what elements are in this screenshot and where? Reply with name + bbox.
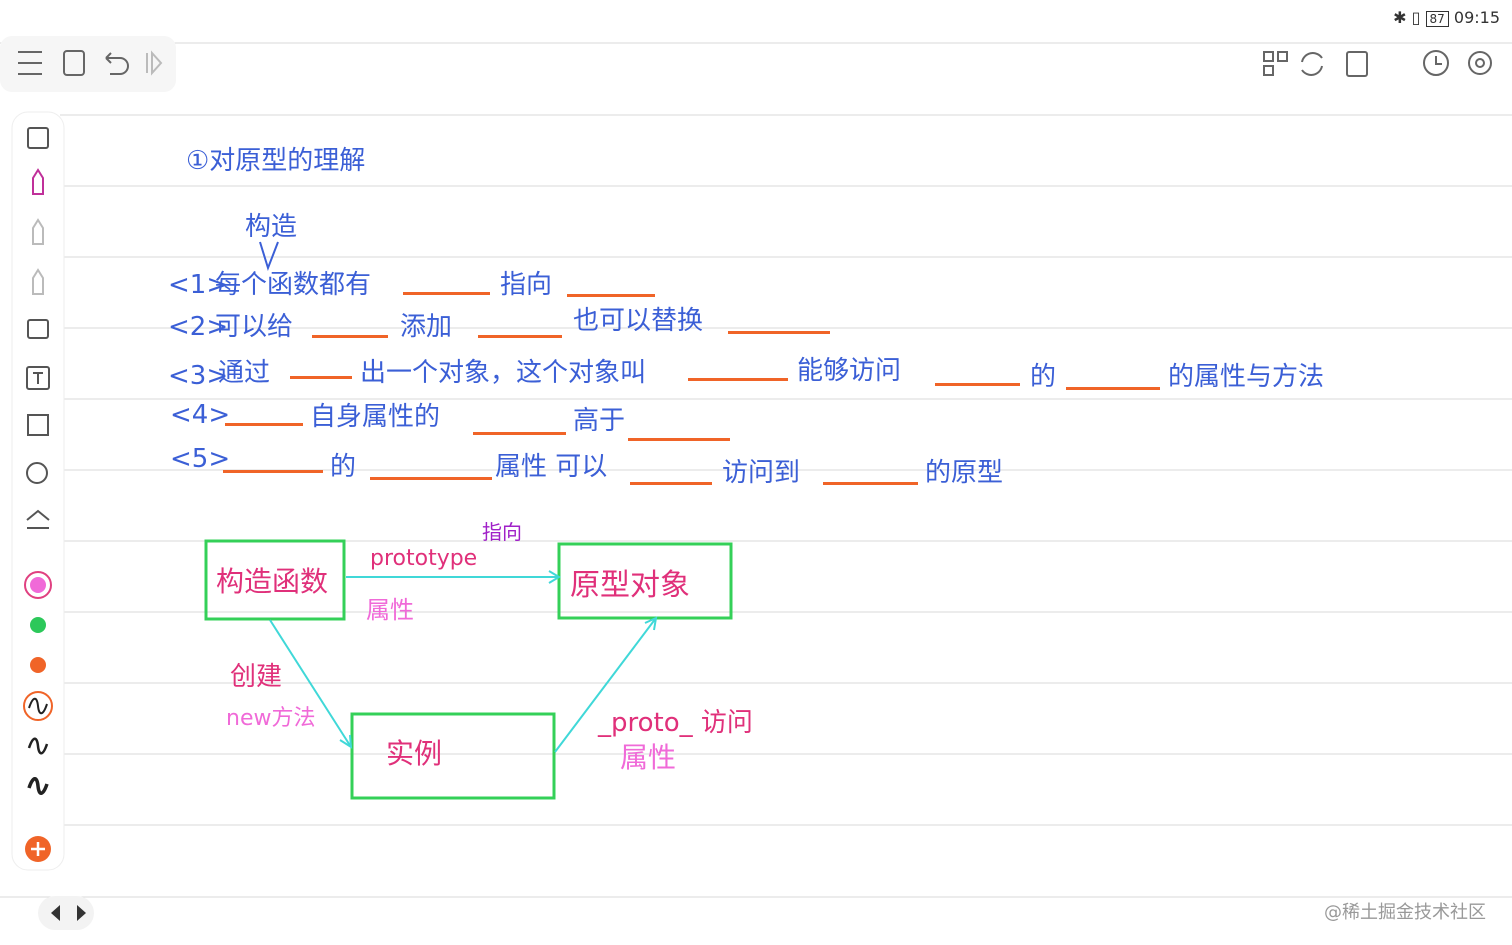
line-text: 出一个对象，这个对象叫 <box>360 358 647 388</box>
node-label: 构造函数 <box>216 565 329 598</box>
width-thin[interactable] <box>28 697 48 715</box>
note-title: ①对原型的理解 <box>186 146 366 176</box>
redo-icon[interactable] <box>146 50 163 76</box>
color-orange[interactable] <box>30 657 46 673</box>
undo-icon[interactable] <box>105 52 129 75</box>
tool-marker[interactable] <box>32 268 44 295</box>
tool-collapse[interactable] <box>26 509 50 529</box>
line-text: 的属性与方法 <box>1168 362 1325 392</box>
node-box <box>350 712 556 800</box>
top-toolbar <box>0 36 176 92</box>
history-icon[interactable] <box>1423 50 1449 76</box>
read-icon[interactable] <box>63 50 85 76</box>
node-label: 实例 <box>386 737 443 770</box>
line-text: 的原型 <box>925 458 1004 488</box>
blank <box>223 470 323 473</box>
line-text: 每个函数都有 <box>215 270 372 300</box>
blank <box>935 383 1020 386</box>
color-pink[interactable] <box>30 577 46 593</box>
annotation: 构造 <box>245 212 298 242</box>
line-text: 访问到 <box>722 458 801 488</box>
line-number: <2> <box>168 312 229 342</box>
blank <box>370 477 492 480</box>
tool-select[interactable] <box>27 127 49 149</box>
line-text: 通过 <box>218 358 271 388</box>
line-text: 添加 <box>400 312 453 342</box>
side-toolbar <box>11 111 65 871</box>
page-nav <box>38 896 94 930</box>
line-text: 的 <box>1030 362 1057 392</box>
line-text: 高于 <box>573 406 626 436</box>
edge-label: _proto_ 访问 <box>598 708 753 738</box>
line-text: 自身属性的 <box>310 402 441 432</box>
settings-icon[interactable] <box>1468 51 1492 75</box>
width-mid[interactable] <box>27 737 49 755</box>
line-text: 可以给 <box>215 312 294 342</box>
annotation-mark <box>259 241 279 272</box>
battery: 87 <box>1425 11 1449 27</box>
prev-page[interactable] <box>51 905 60 921</box>
edge-label: 创建 <box>230 662 283 692</box>
node-label: 原型对象 <box>570 568 690 603</box>
arrow <box>346 570 561 584</box>
color-green[interactable] <box>30 617 46 633</box>
grid-icon[interactable] <box>1263 51 1274 62</box>
line-text: 能够访问 <box>797 356 902 386</box>
tool-eraser[interactable] <box>27 319 49 339</box>
arrow <box>554 616 658 753</box>
blank <box>1066 387 1160 390</box>
blank <box>225 423 303 426</box>
edge-label: prototype <box>370 546 478 571</box>
watermark: @稀土掘金技术社区 <box>1324 902 1486 923</box>
next-page[interactable] <box>77 905 86 921</box>
convert-icon[interactable] <box>1301 52 1323 76</box>
add-page-icon[interactable] <box>1346 51 1368 77</box>
width-thick[interactable] <box>27 777 49 795</box>
node-box <box>204 539 346 621</box>
arrow <box>269 619 353 749</box>
line-text: 属性 可以 <box>495 452 608 482</box>
tool-pen[interactable] <box>32 168 44 195</box>
blank <box>628 438 730 441</box>
status-bar: ✱ ▯ 87 09:15 <box>1393 8 1500 27</box>
line-text: 的 <box>330 452 357 482</box>
edge-label: 属性 <box>366 596 414 624</box>
blank <box>290 376 352 379</box>
edge-label: 属性 <box>620 741 677 774</box>
blank <box>567 294 655 297</box>
tool-lasso[interactable] <box>27 414 49 436</box>
line-number: <3> <box>168 361 229 391</box>
blank <box>403 292 490 295</box>
color-ring[interactable] <box>24 571 52 599</box>
tool-pencil[interactable] <box>32 218 44 245</box>
menu-icon[interactable] <box>18 51 42 75</box>
edge-label: 指向 <box>482 520 522 544</box>
line-number: <5> <box>170 444 231 474</box>
blank <box>688 378 788 381</box>
line-number: <1> <box>168 270 229 300</box>
line-text: 指向 <box>500 270 553 300</box>
clock: 09:15 <box>1453 8 1500 27</box>
blank <box>728 331 830 334</box>
blank <box>823 482 918 485</box>
blank <box>630 482 712 485</box>
edge-label: new方法 <box>226 706 316 731</box>
blank <box>473 432 566 435</box>
width-ring[interactable] <box>23 691 53 721</box>
node-box <box>557 542 733 620</box>
line-text: 也可以替换 <box>573 306 704 336</box>
tool-shape[interactable] <box>26 462 48 484</box>
tool-text[interactable] <box>26 366 50 390</box>
blank <box>478 335 562 338</box>
line-number: <4> <box>170 400 231 430</box>
blank <box>312 335 388 338</box>
